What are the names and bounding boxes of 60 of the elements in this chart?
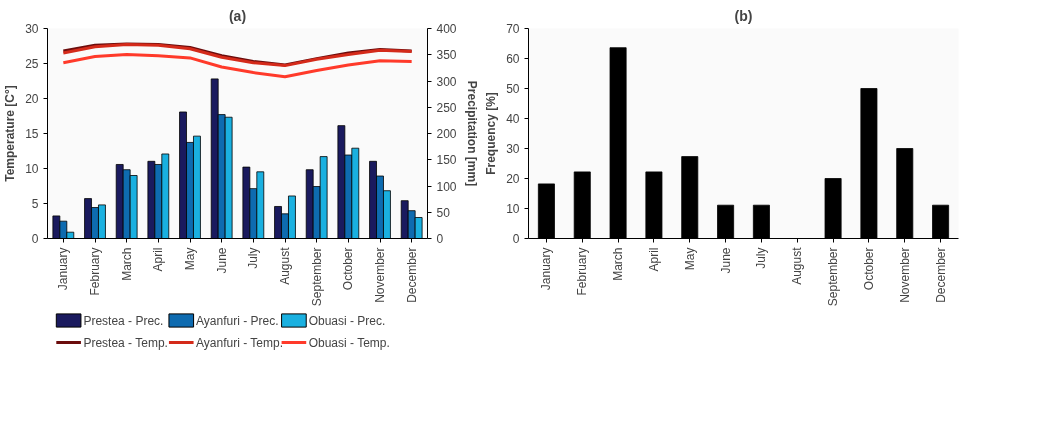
x-tick-label: November [373, 247, 387, 303]
x-tick-label: February [88, 247, 102, 296]
y-tick-label: 70 [506, 22, 520, 36]
legend-label: Prestea - Prec. [83, 313, 164, 328]
y2-tick-label: 50 [436, 205, 451, 220]
y-tick-label: 20 [506, 172, 520, 186]
x-tick-label: April [646, 247, 661, 272]
y2-tick-label: 150 [436, 153, 457, 168]
line-series [61, 52, 414, 79]
legend-label: Ayanfuri - Prec. [196, 313, 279, 328]
x-tick-label: June [718, 247, 733, 274]
x-tick-label: August [790, 246, 805, 285]
x-tick-label: January [539, 247, 554, 291]
y-tick-label: 50 [506, 82, 520, 96]
x-tick-label: June [214, 247, 229, 274]
y2-axis-title: Precipitation [mm] [464, 80, 479, 187]
legend-label: Prestea - Temp. [83, 335, 168, 350]
x-tick-label: July [754, 247, 769, 269]
y-tick-label: 5 [31, 197, 39, 211]
y-tick-label: 30 [506, 142, 520, 156]
legend-label: Obuasi - Temp. [308, 335, 390, 350]
x-tick-label: December [404, 247, 419, 303]
x-tick-label: February [575, 247, 590, 296]
y-tick-label: 10 [506, 202, 520, 216]
y2-tick-label: 350 [436, 48, 457, 63]
y2-tick-label: 300 [436, 74, 457, 89]
y-tick-label: 0 [512, 232, 520, 246]
y-tick-label: 40 [506, 112, 520, 126]
y2-tick-label: 400 [436, 22, 457, 36]
x-tick-label: May [183, 247, 197, 271]
y-tick-label: 25 [25, 57, 39, 71]
legend-label: Obuasi - Prec. [308, 313, 386, 328]
x-tick-label: March [119, 247, 134, 281]
y-tick-label: 10 [25, 162, 39, 176]
x-tick-label: July [246, 247, 261, 269]
x-tick-label: May [682, 247, 697, 271]
x-tick-label: September [826, 247, 841, 307]
y-axis-title: Frequency [%] [484, 92, 499, 175]
y-tick-label: 0 [31, 232, 39, 246]
x-tick-label: September [309, 247, 324, 307]
x-tick-label: October [341, 247, 356, 291]
legend-label: Ayanfuri - Temp. [196, 335, 283, 350]
y2-tick-label: 100 [436, 179, 457, 194]
x-tick-label: August [278, 246, 292, 285]
x-tick-label: December [933, 247, 948, 303]
x-tick-label: November [897, 247, 912, 303]
y2-tick-label: 200 [436, 127, 457, 141]
chart-title: (b) [734, 7, 753, 24]
y-tick-label: 30 [25, 22, 39, 36]
y2-tick-label: 0 [436, 232, 444, 246]
y-axis-title: Temperature [C°] [3, 85, 18, 182]
x-tick-label: April [151, 247, 166, 272]
y-tick-label: 20 [25, 92, 39, 106]
x-tick-label: March [611, 247, 626, 281]
x-tick-label: October [861, 247, 876, 291]
y-tick-label: 60 [506, 52, 520, 66]
y2-tick-label: 250 [436, 100, 457, 115]
x-tick-label: January [56, 247, 71, 291]
y-tick-label: 15 [25, 127, 39, 141]
chart-title: (a) [228, 7, 247, 24]
